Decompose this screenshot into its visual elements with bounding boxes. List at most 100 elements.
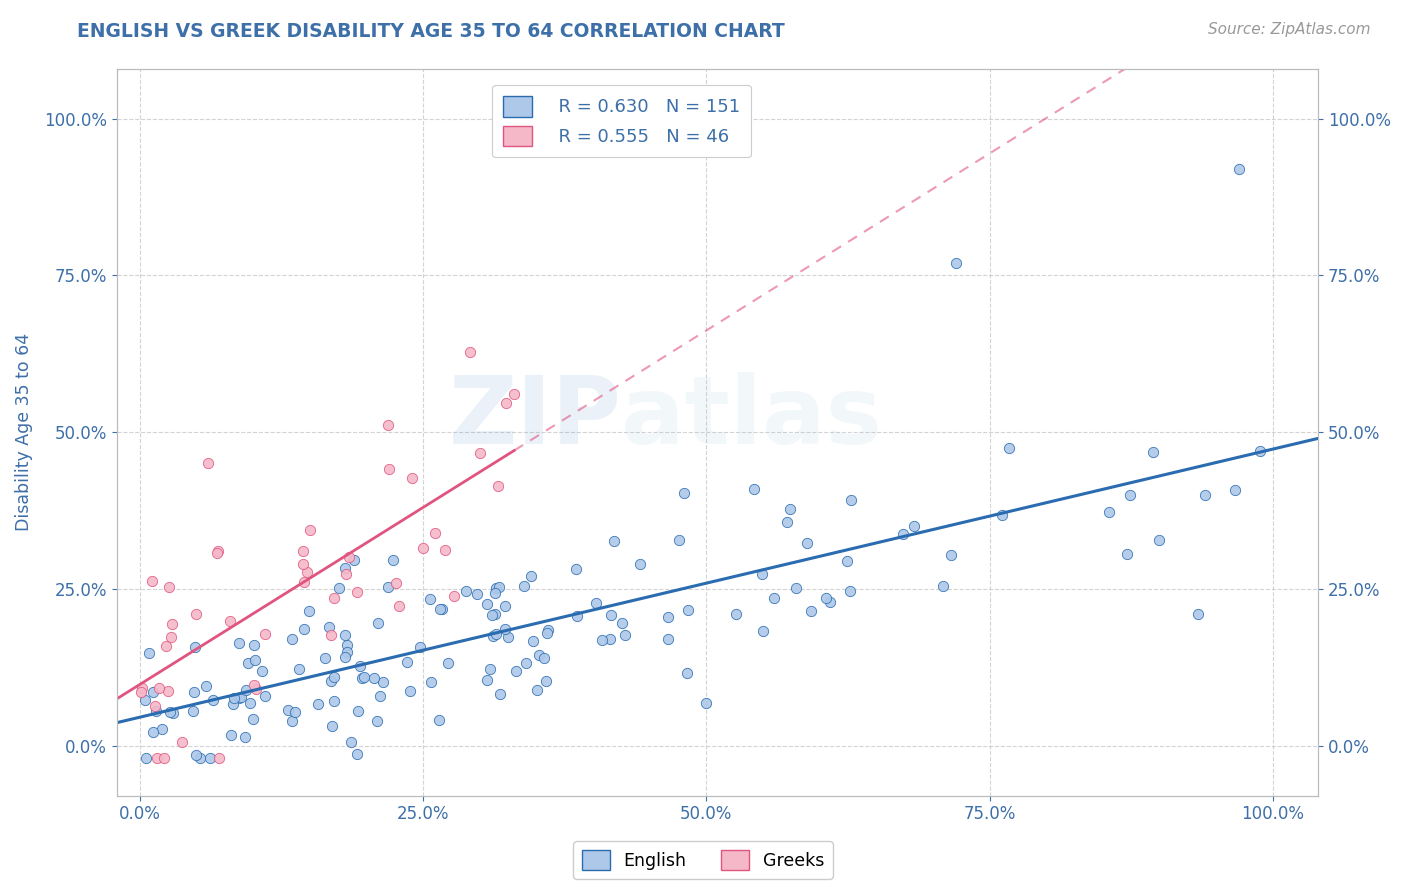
Point: [347, 704, 370, 718]
Point: [482, 629, 505, 643]
Point: [399, 684, 422, 698]
Point: [818, 595, 841, 609]
Point: [253, 627, 276, 641]
Point: [235, 731, 257, 745]
Point: [146, 751, 169, 765]
Point: [319, 628, 342, 642]
Point: [612, 616, 634, 631]
Point: [155, 639, 177, 653]
Point: [129, 684, 152, 698]
Point: [138, 646, 160, 660]
Point: [156, 683, 179, 698]
Point: [159, 706, 181, 720]
Point: [522, 633, 544, 648]
Point: [1227, 161, 1250, 176]
Point: [434, 542, 457, 557]
Point: [1194, 488, 1216, 502]
Point: [742, 483, 765, 497]
Point: [395, 655, 418, 669]
Point: [496, 630, 519, 644]
Point: [796, 535, 818, 549]
Point: [454, 583, 477, 598]
Point: [565, 609, 588, 624]
Point: [153, 751, 176, 765]
Point: [340, 735, 363, 749]
Y-axis label: Disability Age 35 to 64: Disability Age 35 to 64: [15, 333, 32, 532]
Point: [465, 586, 488, 600]
Point: [366, 714, 388, 728]
Point: [349, 659, 371, 673]
Point: [141, 574, 163, 588]
Point: [353, 670, 375, 684]
Point: [494, 599, 516, 613]
Point: [529, 648, 551, 663]
Point: [162, 617, 184, 632]
Point: [779, 502, 801, 516]
Point: [145, 704, 167, 718]
Point: [253, 689, 276, 703]
Point: [243, 638, 266, 652]
Point: [484, 586, 506, 600]
Point: [202, 693, 225, 707]
Point: [835, 554, 858, 568]
Point: [628, 558, 651, 572]
Point: [998, 441, 1021, 455]
Point: [281, 632, 304, 647]
Point: [419, 592, 441, 607]
Point: [513, 579, 536, 593]
Point: [207, 543, 229, 558]
Point: [336, 638, 359, 652]
Point: [785, 581, 807, 595]
Point: [150, 722, 173, 736]
Point: [488, 580, 510, 594]
Point: [333, 628, 356, 642]
Point: [495, 396, 517, 410]
Point: [335, 567, 357, 582]
Point: [157, 580, 180, 594]
Point: [377, 418, 399, 433]
Point: [991, 508, 1014, 522]
Point: [799, 604, 821, 618]
Point: [484, 607, 506, 621]
Point: [460, 345, 482, 359]
Point: [481, 607, 503, 622]
Point: [903, 519, 925, 533]
Point: [181, 704, 204, 718]
Legend:   R = 0.630   N = 151,   R = 0.555   N = 46: R = 0.630 N = 151, R = 0.555 N = 46: [492, 85, 751, 157]
Point: [591, 632, 613, 647]
Point: [142, 725, 165, 739]
Text: ENGLISH VS GREEK DISABILITY AGE 35 TO 64 CORRELATION CHART: ENGLISH VS GREEK DISABILITY AGE 35 TO 64…: [77, 22, 785, 41]
Point: [363, 671, 385, 685]
Point: [515, 657, 537, 671]
Point: [184, 640, 207, 654]
Point: [371, 675, 394, 690]
Point: [676, 665, 699, 680]
Point: [337, 550, 360, 565]
Point: [184, 607, 207, 621]
Point: [1187, 607, 1209, 622]
Point: [322, 694, 344, 708]
Point: [198, 751, 221, 765]
Point: [183, 684, 205, 698]
Point: [333, 649, 356, 664]
Point: [475, 673, 498, 688]
Point: [1142, 445, 1164, 459]
Point: [429, 602, 451, 616]
Point: [657, 632, 679, 646]
Point: [346, 584, 368, 599]
Point: [536, 626, 558, 640]
Point: [939, 548, 962, 562]
Point: [245, 682, 267, 697]
Point: [537, 623, 560, 637]
Point: [526, 682, 548, 697]
Point: [243, 678, 266, 692]
Point: [533, 651, 555, 665]
Point: [443, 589, 465, 603]
Point: [208, 751, 231, 765]
Point: [188, 751, 211, 765]
Point: [292, 622, 315, 636]
Point: [751, 566, 773, 581]
Point: [725, 607, 748, 621]
Point: [382, 553, 405, 567]
Point: [762, 591, 785, 605]
